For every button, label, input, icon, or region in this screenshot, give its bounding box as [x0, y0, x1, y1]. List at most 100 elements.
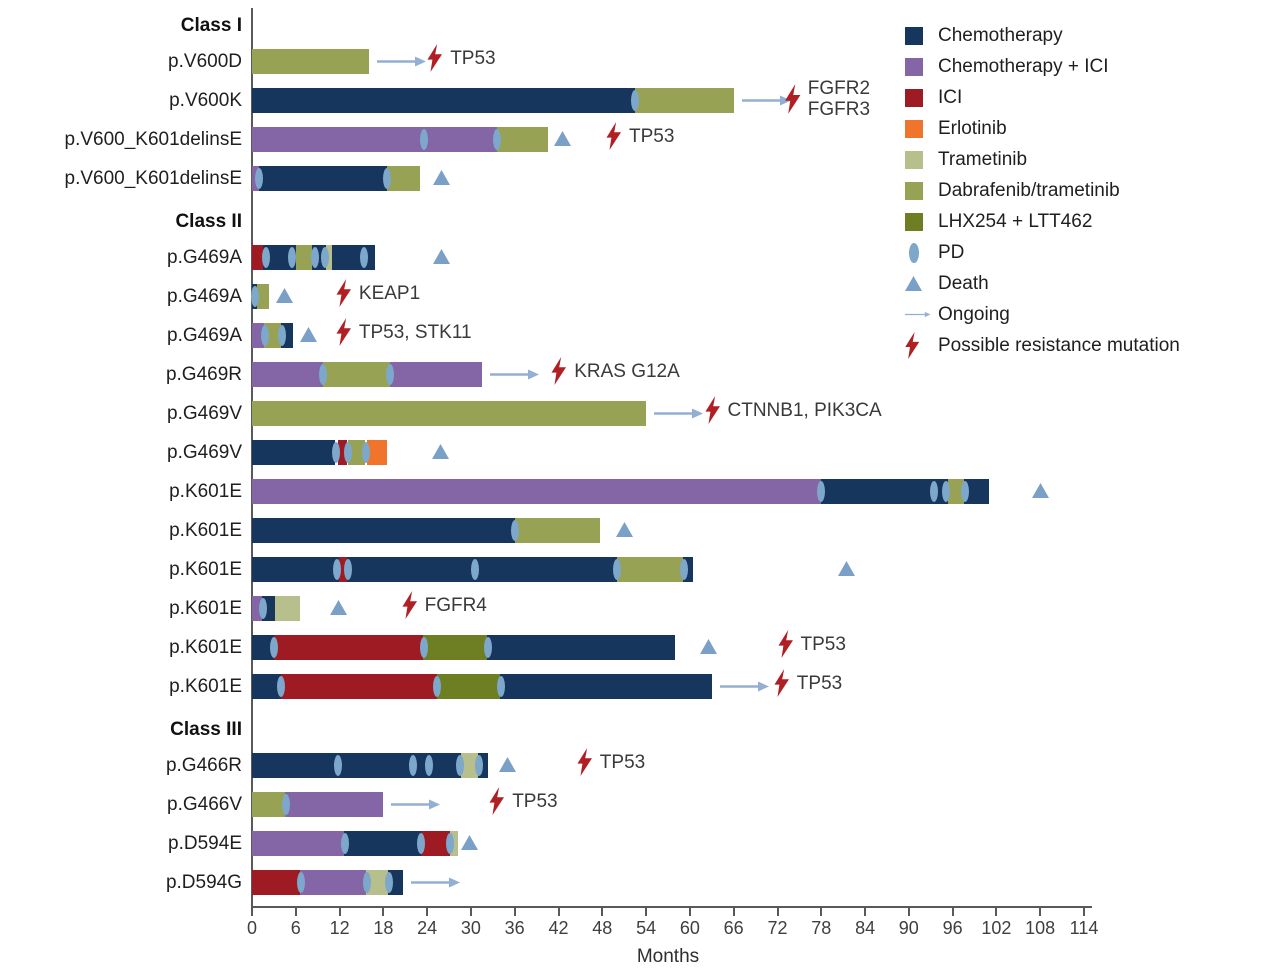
treatment-segment-chemo_ici — [252, 596, 263, 621]
x-axis-tick — [338, 908, 341, 916]
treatment-segment-chemo_ici — [252, 479, 822, 504]
resistance-bolt-icon — [905, 332, 920, 359]
legend-item: PD — [905, 237, 1180, 268]
x-axis-tick-label: 6 — [290, 918, 301, 938]
patient-row: p.D594G — [0, 863, 1268, 902]
death-triangle-icon — [300, 327, 318, 342]
ongoing-marker — [376, 55, 427, 73]
legend-label: PD — [938, 241, 965, 263]
mutation-label: p.K601E — [169, 675, 242, 697]
pd-marker — [417, 833, 426, 854]
patient-row: p.G469A KEAP1 — [0, 277, 1268, 316]
pd-marker — [277, 325, 286, 346]
pd-marker — [930, 481, 939, 502]
treatment-segment-chemo — [252, 674, 282, 699]
death-triangle-icon — [905, 276, 922, 291]
pd-marker — [445, 833, 454, 854]
x-axis-tick — [864, 908, 867, 916]
treatment-segment-chemo — [344, 831, 421, 856]
mutation-label: p.G469V — [167, 441, 242, 463]
legend-item: Trametinib — [905, 144, 1180, 175]
legend-label: Ongoing — [938, 303, 1010, 325]
legend-item: ICI — [905, 82, 1180, 113]
death-triangle-icon — [615, 522, 633, 537]
death-triangle-icon — [699, 639, 717, 654]
mutation-label: p.G469A — [167, 324, 242, 346]
pd-marker — [419, 129, 428, 150]
ongoing-arrow-icon — [411, 877, 461, 888]
patient-row: p.G469V — [0, 433, 1268, 472]
pd-marker — [631, 90, 640, 111]
legend-item: Dabrafenib/trametinib — [905, 175, 1180, 206]
patient-row: p.K601E — [0, 472, 1268, 511]
mutation-label: p.D594E — [168, 832, 242, 854]
treatment-segment-dab_tram — [264, 323, 282, 348]
treatment-segment-chemo — [252, 88, 636, 113]
pd-marker — [942, 481, 951, 502]
mutation-label: p.V600D — [168, 50, 242, 72]
pd-marker — [318, 364, 327, 385]
treatment-segment-dab_tram — [616, 557, 683, 582]
resistance-annotation: CTNNB1, PIK3CA — [704, 396, 882, 424]
x-axis-tick-label: 60 — [679, 918, 700, 938]
patient-row: p.K601E FGFR4 — [0, 589, 1268, 628]
x-axis-tick-label: 102 — [981, 918, 1012, 938]
treatment-segment-lhx_ltt — [422, 635, 487, 660]
legend-swatch — [905, 88, 923, 107]
resistance-annotation: TP53 — [774, 669, 842, 697]
treatment-segment-dab_tram — [635, 88, 734, 113]
x-axis: Months 0 6 12 18 24 30 36 42 48 54 60 66 72 78 84 90 96 1… — [0, 906, 1268, 976]
treatment-segment-chemo_ici — [389, 362, 482, 387]
x-axis-tick — [820, 908, 823, 916]
treatment-segment-chemo_ici — [284, 792, 384, 817]
patient-row: p.K601E TP53 — [0, 667, 1268, 706]
ongoing-arrow-icon — [391, 799, 441, 810]
x-axis-line — [251, 906, 1092, 908]
pd-marker — [258, 598, 267, 619]
mutation-label: p.G469R — [165, 363, 242, 385]
treatment-segment-dab_tram — [252, 401, 647, 426]
resistance-mutation-label: TP53 — [796, 672, 843, 694]
death-triangle-icon — [329, 600, 347, 615]
pd-marker — [343, 442, 352, 463]
treatment-segment-chemo_ici — [252, 831, 344, 856]
x-axis-tick-label: 108 — [1025, 918, 1056, 938]
treatment-segment-ici — [252, 245, 263, 270]
pd-marker — [510, 520, 519, 541]
treatment-segment-chemo — [332, 245, 375, 270]
pd-marker — [255, 168, 264, 189]
patient-row: p.V600_K601delinsE TP53 — [0, 120, 1268, 159]
mutation-label: p.K601E — [169, 636, 242, 658]
pd-marker — [470, 559, 479, 580]
treatment-segment-chemo_ici — [252, 362, 323, 387]
pd-marker — [408, 755, 417, 776]
treatment-segment-tram — [365, 870, 388, 895]
resistance-mutation-label: KEAP1 — [358, 282, 421, 304]
treatment-segment-ici — [252, 870, 301, 895]
x-axis-tick — [907, 908, 910, 916]
patient-row: p.V600_K601delinsE — [0, 159, 1268, 198]
pd-marker — [281, 794, 290, 815]
x-axis-tick-label: 42 — [548, 918, 569, 938]
resistance-mutation-label: TP53 — [629, 125, 675, 147]
group-label: Class I — [180, 15, 242, 36]
treatment-segment-dab_tram — [348, 440, 366, 465]
pd-marker — [424, 755, 433, 776]
ongoing-arrow-icon — [489, 369, 539, 380]
group-header-row: Class III — [0, 714, 1268, 746]
x-axis-tick — [513, 908, 516, 916]
ongoing-marker — [411, 876, 461, 894]
x-axis-tick — [688, 908, 691, 916]
patient-row: p.G469R KRAS G12A — [0, 355, 1268, 394]
mutation-label: p.K601E — [169, 519, 242, 541]
patient-row: p.G469V CTNNB1, PIK3CA — [0, 394, 1268, 433]
legend-label: Death — [938, 272, 989, 294]
x-axis-tick-label: 114 — [1069, 918, 1099, 938]
pd-marker — [817, 481, 826, 502]
resistance-bolt-icon — [551, 357, 567, 385]
group-label: Class III — [170, 719, 242, 740]
treatment-segment-dab_tram — [387, 166, 420, 191]
x-axis-tick — [951, 908, 954, 916]
patient-row: p.G469A — [0, 238, 1268, 277]
